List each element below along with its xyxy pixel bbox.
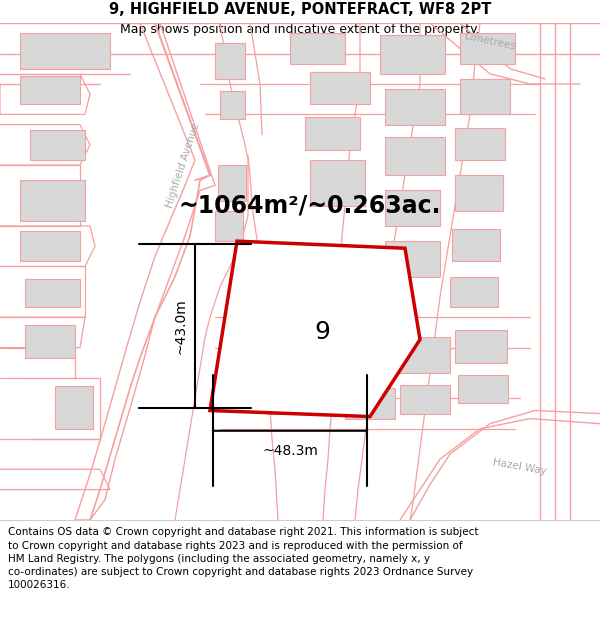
Polygon shape [20,76,80,104]
Polygon shape [25,325,75,357]
Polygon shape [215,43,245,79]
Polygon shape [455,127,505,160]
Polygon shape [395,338,450,373]
Polygon shape [385,241,440,277]
Text: Hazel Way: Hazel Way [493,458,548,477]
Text: ~48.3m: ~48.3m [262,444,318,458]
Polygon shape [460,79,510,114]
Polygon shape [310,72,370,104]
Polygon shape [30,129,85,160]
Polygon shape [310,160,365,206]
Text: ~43.0m: ~43.0m [173,298,187,354]
Polygon shape [455,331,507,363]
Polygon shape [25,279,80,307]
Polygon shape [290,33,345,64]
Polygon shape [455,175,503,211]
Polygon shape [385,191,440,226]
Polygon shape [215,211,243,241]
Text: ~1064m²/~0.263ac.: ~1064m²/~0.263ac. [179,194,441,218]
Text: Highfield Avenue: Highfield Avenue [164,121,202,209]
Polygon shape [458,375,508,403]
Polygon shape [265,338,310,373]
Text: Limetrees: Limetrees [464,31,517,52]
Polygon shape [20,231,80,261]
Polygon shape [218,165,246,201]
Polygon shape [20,33,110,69]
Text: Contains OS data © Crown copyright and database right 2021. This information is : Contains OS data © Crown copyright and d… [8,528,478,590]
Polygon shape [345,388,395,419]
Polygon shape [380,35,445,74]
Polygon shape [400,385,450,414]
Polygon shape [55,386,93,429]
Polygon shape [267,383,309,414]
Polygon shape [385,89,445,124]
Polygon shape [220,91,245,119]
Polygon shape [460,33,515,64]
Polygon shape [450,277,498,307]
Text: 9, HIGHFIELD AVENUE, PONTEFRACT, WF8 2PT: 9, HIGHFIELD AVENUE, PONTEFRACT, WF8 2PT [109,2,491,17]
Text: Map shows position and indicative extent of the property.: Map shows position and indicative extent… [120,24,480,36]
Text: 9: 9 [314,321,330,344]
Polygon shape [452,229,500,261]
Polygon shape [385,137,445,175]
Polygon shape [210,241,420,417]
Polygon shape [340,342,395,378]
Polygon shape [20,180,85,221]
Polygon shape [305,118,360,150]
